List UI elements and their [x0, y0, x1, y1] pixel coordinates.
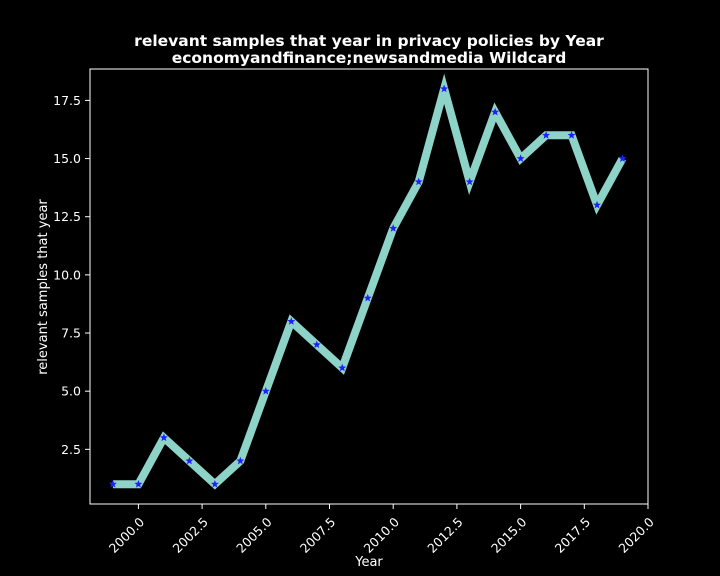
data-point-marker — [618, 154, 627, 162]
y-tick-label: 7.5 — [61, 326, 81, 341]
x-axis-label: Year — [354, 555, 383, 570]
y-tick-label: 10.0 — [53, 267, 81, 282]
data-point-marker — [185, 456, 194, 465]
data-point-marker — [159, 433, 168, 442]
y-tick-label: 15.0 — [53, 151, 81, 166]
data-point-marker — [516, 154, 525, 162]
y-tick-label: 5.0 — [61, 384, 81, 399]
data-point-marker — [363, 293, 372, 302]
data-point-marker — [312, 340, 321, 349]
data-point-marker — [134, 480, 143, 488]
data-point-marker — [593, 200, 602, 209]
y-tick-label: 17.5 — [53, 93, 81, 108]
y-tick-label: 2.5 — [61, 442, 81, 457]
chart-title-line-1: relevant samples that year in privacy po… — [134, 32, 604, 50]
data-point-marker — [542, 131, 551, 139]
data-point-marker — [210, 480, 219, 488]
data-point-marker — [465, 177, 474, 186]
data-point-marker — [287, 317, 296, 325]
data-point-marker — [338, 363, 347, 372]
data-point-marker — [236, 456, 245, 465]
y-tick-label: 12.5 — [53, 209, 81, 224]
plot-series — [108, 73, 627, 490]
data-point-marker — [414, 177, 423, 186]
data-point-marker — [491, 107, 500, 116]
y-axis-ticks: 2.5 5.0 7.5 10.0 12.5 15.0 17.5 — [53, 93, 90, 457]
plot-frame — [89, 68, 649, 505]
data-point-marker — [389, 224, 398, 232]
y-axis-label: relevant samples that year — [36, 199, 51, 375]
data-point-marker — [261, 386, 270, 395]
data-point-marker — [567, 131, 576, 139]
data-point-marker — [440, 84, 449, 93]
chart-title-line-2: economyandfinance;newsandmedia Wildcard — [172, 49, 567, 67]
data-point-marker — [108, 480, 117, 488]
